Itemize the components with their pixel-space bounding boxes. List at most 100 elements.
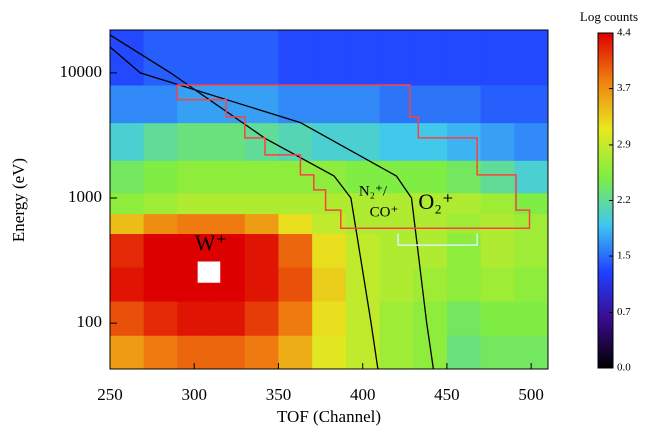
heatmap-cell [345,122,381,161]
heatmap-cell [110,301,145,336]
heatmap-cell [244,84,279,124]
x-tick-label: 300 [181,385,207,404]
heatmap-cell [278,160,313,194]
heatmap-cell [345,233,381,268]
x-tick-label: 350 [266,385,292,404]
heatmap [110,30,549,370]
heatmap-cell [514,84,549,124]
heatmap-cell [278,301,313,336]
heatmap-cell [413,192,448,215]
heatmap-cell [345,84,381,124]
heatmap-cell [244,267,279,302]
annotation: O₂⁺ [418,189,453,214]
heatmap-cell [278,30,313,86]
heatmap-cell [379,84,414,124]
region-outline [397,233,478,246]
heatmap-cell [244,213,279,235]
heatmap-cell [312,213,347,235]
heatmap-cell [244,192,279,215]
heatmap-cell [110,122,145,161]
heatmap-cell [312,301,347,336]
heatmap-cell [514,301,549,336]
heatmap-cell [278,267,313,302]
heatmap-cell [177,301,212,336]
heatmap-cell [312,30,347,86]
heatmap-cell [312,160,347,194]
x-tick-label: 250 [97,385,123,404]
heatmap-cell [211,192,246,215]
y-tick-label: 1000 [68,187,102,206]
heatmap-cell [514,30,549,86]
heatmap-cell [413,267,448,302]
heatmap-cell [110,213,145,235]
heatmap-cell [143,84,178,124]
heatmap-cell [514,192,549,215]
x-tick-label: 500 [518,385,544,404]
heatmap-cell [413,301,448,336]
heatmap-cell [480,301,515,336]
heatmap-cell [211,30,246,86]
heatmap-cell [312,84,347,124]
heatmap-cell [143,301,178,336]
curve [109,46,435,370]
colorbar-tick-label: 1.5 [617,250,631,262]
heatmap-cell [345,301,381,336]
heatmap-cell [312,267,347,302]
annotation: W⁺ [195,230,227,255]
heatmap-cell [514,122,549,161]
heatmap-cell [143,192,178,215]
heatmap-cell [446,335,482,370]
overlays [109,34,531,370]
heatmap-cell [345,160,381,194]
heatmap-cell [379,233,414,268]
heatmap-cell [177,213,212,235]
heatmap-cell [143,160,178,194]
heatmap-cell [211,301,246,336]
heatmap-cell [177,160,212,194]
heatmap-cell [480,122,515,161]
colorbar-tick-label: 3.7 [617,82,631,94]
heatmap-cell [143,267,178,302]
heatmap-cell [446,84,482,124]
annotation: CO⁺ [370,204,399,220]
heatmap-cell [446,301,482,336]
y-tick-label: 100 [77,312,103,331]
x-tick-label: 400 [350,385,376,404]
heatmap-cell [446,122,482,161]
heatmap-cell [110,160,145,194]
heatmap-cell [278,84,313,124]
heatmap-cell [312,192,347,215]
heatmap-cell [480,335,515,370]
heatmap-cell [143,233,178,268]
heatmap-cell [177,30,212,86]
heatmap-cell [177,84,212,124]
colorbar-tick-label: 0.0 [617,362,631,374]
heatmap-cell [446,233,482,268]
heatmap-cell [244,301,279,336]
heatmap-cell [110,267,145,302]
heatmap-cell [413,160,448,194]
heatmap-cell [514,160,549,194]
heatmap-cell [379,30,414,86]
heatmap-cell [514,213,549,235]
colorbar-tick-label: 2.9 [617,138,631,150]
annotation: N₂⁺/ [359,183,388,199]
heatmap-cell [446,267,482,302]
heatmap-cell [345,30,381,86]
heatmap-cell [110,335,145,370]
heatmap-cell [177,122,212,161]
heatmap-cell [110,233,145,268]
heatmap-cell [278,233,313,268]
heatmap-cell [110,192,145,215]
heatmap-cell [446,30,482,86]
heatmap-cell [446,213,482,235]
y-tick-label: 10000 [60,62,103,81]
heatmap-cell [244,160,279,194]
colorbar-tick-label: 4.4 [617,27,631,39]
heatmap-cell [211,122,246,161]
curve [109,34,379,370]
heatmap-cell [480,160,515,194]
heatmap-cell [480,267,515,302]
region-outline [197,261,221,283]
